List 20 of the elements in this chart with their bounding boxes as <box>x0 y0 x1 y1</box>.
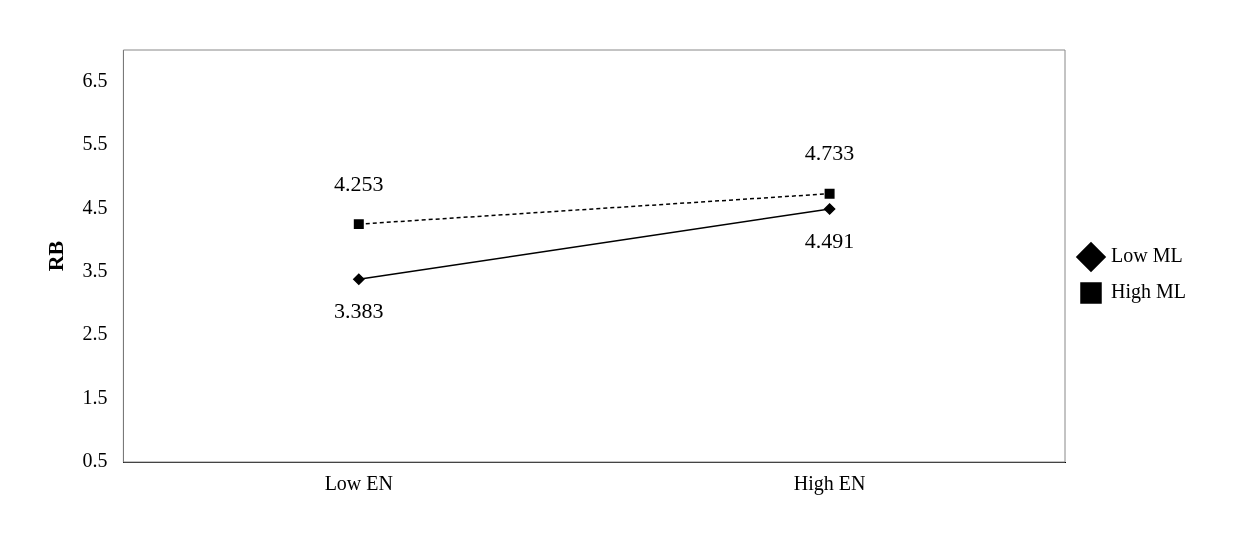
data-label: 4.733 <box>804 140 855 166</box>
y-tick-label: 3.5 <box>82 259 108 282</box>
legend-label: Low ML <box>1111 244 1183 267</box>
point <box>824 188 835 199</box>
y-tick-label: 5.5 <box>82 132 108 155</box>
y-axis-title: RB <box>42 240 68 272</box>
y-tick-label: 1.5 <box>82 385 108 408</box>
y-tick-label: 2.5 <box>82 322 108 345</box>
y-tick-label: 4.5 <box>82 195 108 218</box>
point <box>353 273 365 286</box>
y-tick-label: 6.5 <box>82 68 108 91</box>
legend-label: High ML <box>1111 280 1186 304</box>
x-tick-label: High EN <box>793 472 866 496</box>
point <box>823 203 836 215</box>
point <box>353 219 364 230</box>
x-tick-label: Low EN <box>324 472 393 495</box>
data-label: 4.253 <box>334 170 384 196</box>
data-label: 3.383 <box>334 298 384 324</box>
y-tick-label: 0.5 <box>82 449 108 472</box>
data-label: 4.491 <box>804 227 855 253</box>
